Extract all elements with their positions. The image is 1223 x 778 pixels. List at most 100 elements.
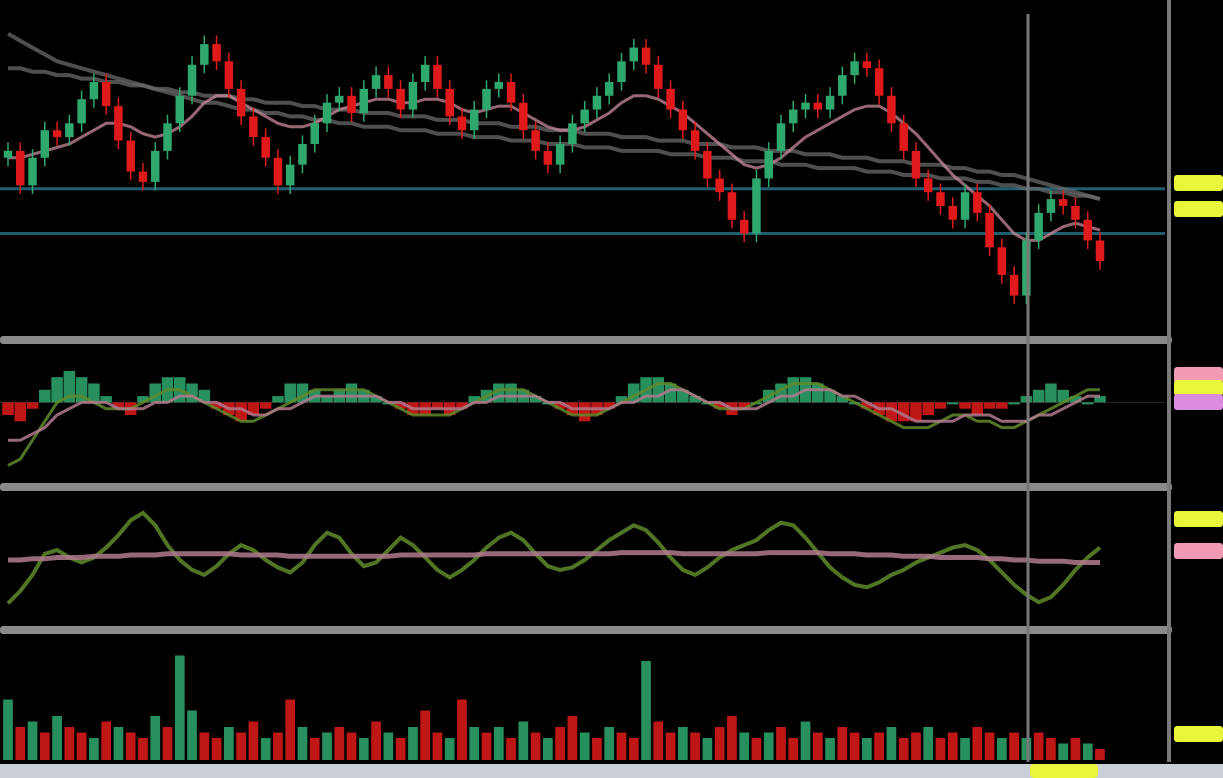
time-axis[interactable] bbox=[0, 764, 1223, 778]
candle-body bbox=[1034, 212, 1043, 241]
volume-bar bbox=[64, 727, 75, 760]
candle-body bbox=[249, 116, 258, 138]
volume-bar bbox=[530, 732, 541, 760]
histogram-bar bbox=[652, 377, 665, 403]
volume-bar bbox=[911, 732, 921, 760]
volume-bar bbox=[616, 732, 627, 760]
histogram-bar bbox=[947, 402, 959, 405]
volume-bar bbox=[432, 732, 443, 760]
volume-bar bbox=[751, 738, 762, 760]
volume-bar bbox=[1009, 732, 1019, 760]
histogram-bar bbox=[934, 402, 947, 409]
histogram-bar bbox=[1057, 389, 1069, 403]
panel-separator[interactable] bbox=[0, 626, 1172, 634]
volume-bar bbox=[371, 721, 381, 760]
candle-body bbox=[396, 88, 405, 110]
histogram-bar bbox=[149, 383, 161, 403]
candle-body bbox=[16, 150, 25, 186]
histogram-bar bbox=[1081, 402, 1094, 405]
volume-bar bbox=[273, 732, 283, 760]
oscillator-line bbox=[6, 510, 1102, 605]
volume-bar bbox=[285, 699, 296, 760]
volume-bar bbox=[236, 732, 246, 760]
candle-body bbox=[592, 95, 602, 110]
candle-body bbox=[715, 178, 724, 193]
volume-bar bbox=[555, 727, 565, 760]
price-axis-marker bbox=[1174, 367, 1223, 383]
volume-bar bbox=[812, 732, 823, 760]
candle-body bbox=[654, 64, 663, 89]
volume-bar bbox=[89, 738, 99, 760]
candle-body bbox=[1009, 274, 1019, 296]
histogram-bar bbox=[627, 383, 640, 403]
candle-body bbox=[629, 47, 638, 62]
candle-body bbox=[359, 88, 369, 113]
volume-bar bbox=[15, 727, 26, 760]
volume-bar bbox=[113, 727, 124, 760]
volume-bar bbox=[444, 738, 455, 760]
candle-body bbox=[703, 150, 712, 179]
histogram-bar bbox=[861, 402, 873, 409]
panel-separator[interactable] bbox=[0, 483, 1172, 491]
histogram-bar bbox=[603, 402, 615, 409]
histogram-bar bbox=[812, 383, 824, 403]
price-axis-marker bbox=[1174, 726, 1223, 742]
volume-bar bbox=[39, 732, 50, 760]
volume-bar bbox=[224, 727, 234, 760]
candle-body bbox=[727, 192, 737, 220]
volume-bar bbox=[739, 732, 750, 760]
histogram-bar bbox=[137, 396, 149, 403]
volume-bar bbox=[543, 738, 553, 760]
histogram-bar bbox=[959, 402, 971, 409]
histogram-bar bbox=[1045, 383, 1057, 403]
oscillator-line bbox=[8, 388, 1100, 442]
candle-body bbox=[433, 64, 442, 89]
price-panel[interactable] bbox=[0, 32, 1165, 305]
time-axis-cursor-marker bbox=[1030, 764, 1098, 778]
volume-bar bbox=[358, 738, 369, 760]
volume-bar bbox=[334, 727, 345, 760]
volume-bar bbox=[837, 727, 848, 760]
panel-separator[interactable] bbox=[0, 336, 1172, 344]
histogram-bar bbox=[922, 402, 934, 415]
price-axis[interactable] bbox=[1174, 175, 1223, 742]
price-axis-border bbox=[1167, 0, 1171, 762]
candle-body bbox=[1046, 199, 1056, 213]
histogram-bar bbox=[885, 402, 898, 422]
oscillator-panel-1[interactable] bbox=[0, 370, 1165, 467]
volume-bar bbox=[518, 721, 529, 760]
candle-body bbox=[310, 123, 319, 144]
candle-body bbox=[580, 109, 589, 124]
candle-body bbox=[641, 47, 651, 65]
candle-body bbox=[555, 144, 565, 165]
moving-average-line bbox=[8, 94, 1101, 242]
candle-body bbox=[347, 95, 356, 113]
volume-bar bbox=[592, 738, 602, 760]
histogram-bar bbox=[39, 389, 51, 403]
volume-bar bbox=[898, 738, 909, 760]
histogram-bar bbox=[493, 383, 505, 403]
candle-body bbox=[923, 178, 933, 193]
volume-bar bbox=[579, 732, 590, 760]
price-axis-marker bbox=[1174, 543, 1223, 559]
histogram-bar bbox=[677, 389, 689, 403]
candle-body bbox=[1095, 240, 1105, 262]
candle-body bbox=[997, 247, 1007, 275]
candle-body bbox=[40, 130, 50, 158]
candle-body bbox=[322, 102, 332, 124]
price-axis-marker bbox=[1174, 511, 1223, 527]
volume-panel[interactable] bbox=[3, 655, 1105, 761]
candle-body bbox=[371, 75, 381, 89]
volume-bar bbox=[1082, 743, 1093, 760]
volume-bar bbox=[886, 727, 897, 760]
candle-body bbox=[52, 130, 62, 138]
candle-body bbox=[911, 150, 921, 179]
candle-body bbox=[543, 150, 553, 165]
volume-bar bbox=[1070, 738, 1081, 760]
oscillator-panel-2[interactable] bbox=[6, 510, 1102, 605]
volume-bar bbox=[984, 732, 995, 760]
histogram-bar bbox=[505, 383, 517, 403]
candle-body bbox=[470, 109, 479, 131]
